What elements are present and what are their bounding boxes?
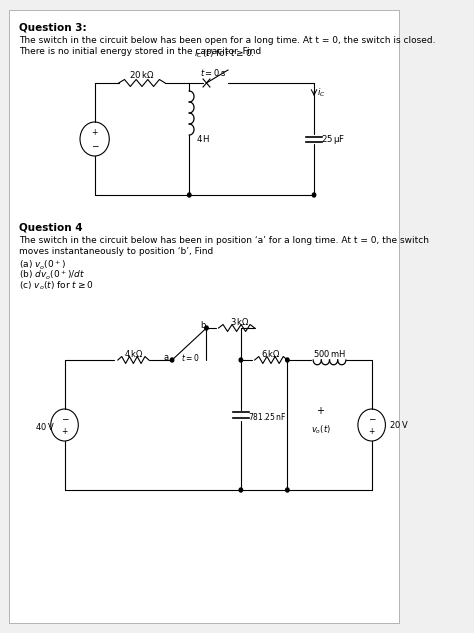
Text: $4\,\mathrm{k}\Omega$: $4\,\mathrm{k}\Omega$ <box>124 348 143 359</box>
Text: There is no initial energy stored in the capacitor. Find: There is no initial energy stored in the… <box>19 47 264 56</box>
Text: (c) $v_o(t)$ for $t \geq 0$: (c) $v_o(t)$ for $t \geq 0$ <box>19 279 93 292</box>
Text: $+$: $+$ <box>316 404 326 415</box>
Text: +: + <box>61 427 68 436</box>
Text: $25\,\mathrm{\mu F}$: $25\,\mathrm{\mu F}$ <box>321 132 345 146</box>
Text: $20\,\mathrm{k}\Omega$: $20\,\mathrm{k}\Omega$ <box>129 69 155 80</box>
Text: $i_C$: $i_C$ <box>318 87 326 99</box>
Circle shape <box>205 326 208 330</box>
Text: The switch in the circuit below has been open for a long time. At t = 0, the swi: The switch in the circuit below has been… <box>19 36 436 45</box>
Text: b: b <box>201 321 206 330</box>
Text: +: + <box>91 128 98 137</box>
Text: (a) $v_o(0^+)$: (a) $v_o(0^+)$ <box>19 259 66 272</box>
Text: Question 4: Question 4 <box>19 222 82 232</box>
Text: (b) $dv_o(0^+)/dt$: (b) $dv_o(0^+)/dt$ <box>19 269 85 282</box>
FancyBboxPatch shape <box>9 10 399 623</box>
Text: The switch in the circuit below has been in position ‘a’ for a long time. At t =: The switch in the circuit below has been… <box>19 236 429 245</box>
Text: $(t)$ for $t \geq 0$.: $(t)$ for $t \geq 0$. <box>202 47 255 59</box>
Circle shape <box>239 488 243 492</box>
Text: $t=0$: $t=0$ <box>181 352 200 363</box>
Text: −: − <box>91 141 99 150</box>
Text: $t=0\,\mathrm{s}$: $t=0\,\mathrm{s}$ <box>200 67 226 78</box>
Text: −: − <box>368 414 375 423</box>
Text: −: − <box>61 414 68 423</box>
Text: a: a <box>164 353 169 362</box>
Text: moves instantaneously to position ‘b’, Find: moves instantaneously to position ‘b’, F… <box>19 247 213 256</box>
Text: $3\,\mathrm{k}\Omega$: $3\,\mathrm{k}\Omega$ <box>230 316 250 327</box>
Text: $v_o(t)$: $v_o(t)$ <box>311 423 331 436</box>
Text: $6\,\mathrm{k}\Omega$: $6\,\mathrm{k}\Omega$ <box>261 348 281 359</box>
Text: $4\,\mathrm{H}$: $4\,\mathrm{H}$ <box>196 134 210 144</box>
Circle shape <box>170 358 174 362</box>
Circle shape <box>239 358 243 362</box>
Text: +: + <box>368 427 375 436</box>
Circle shape <box>312 193 316 197</box>
Circle shape <box>286 488 289 492</box>
Text: $781.25\,\mathrm{nF}$: $781.25\,\mathrm{nF}$ <box>248 411 286 422</box>
Text: $20\,\mathrm{V}$: $20\,\mathrm{V}$ <box>389 420 409 430</box>
Text: $i_C$: $i_C$ <box>194 47 203 60</box>
Circle shape <box>188 193 191 197</box>
Text: Question 3:: Question 3: <box>19 22 87 32</box>
Text: $500\,\mathrm{mH}$: $500\,\mathrm{mH}$ <box>313 348 346 359</box>
Circle shape <box>286 358 289 362</box>
Text: $40\,\mathrm{V}$: $40\,\mathrm{V}$ <box>35 422 54 432</box>
